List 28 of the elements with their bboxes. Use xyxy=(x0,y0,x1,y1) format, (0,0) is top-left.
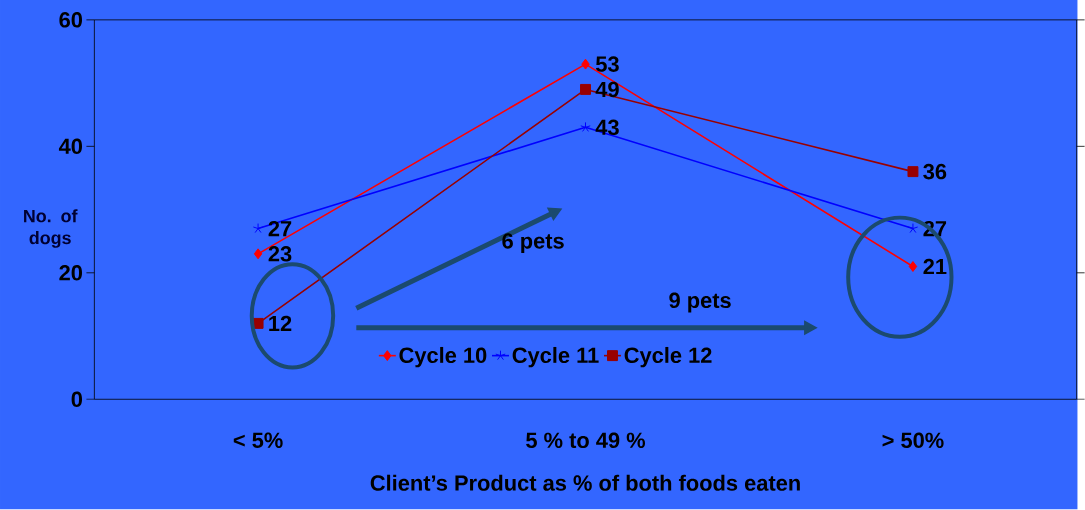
data-label: 49 xyxy=(595,81,619,98)
annotation: 6 pets xyxy=(502,233,564,254)
x-axis-title: Client’s Product as % of both foods eaten xyxy=(370,474,800,492)
point xyxy=(908,261,918,273)
legend-label: Cycle 11 xyxy=(512,347,599,368)
point xyxy=(580,122,591,133)
legend-label: Cycle 12 xyxy=(624,347,712,368)
legend-label: Cycle 10 xyxy=(399,347,487,368)
y-axis-title: No. of dogs xyxy=(24,209,78,249)
point xyxy=(581,58,590,70)
x-tick-label: > 50% xyxy=(882,432,944,449)
data-label: 21 xyxy=(923,259,947,275)
data-label: 36 xyxy=(923,164,947,180)
x-tick-label: < 5% xyxy=(233,432,283,449)
y-tick-label: 20 xyxy=(59,265,83,281)
point xyxy=(907,166,919,178)
data-label: 53 xyxy=(595,56,619,73)
data-label: 43 xyxy=(595,119,619,136)
data-label: 23 xyxy=(268,246,292,262)
data-label: 27 xyxy=(268,221,292,237)
data-label: 12 xyxy=(269,315,292,332)
annotation: 9 pets xyxy=(669,292,731,313)
point xyxy=(580,84,591,96)
y-tick-label: 60 xyxy=(59,12,83,28)
point xyxy=(253,248,263,260)
y-tick-label: 0 xyxy=(71,391,83,408)
y-tick-label: 40 xyxy=(58,138,83,155)
x-tick-label: 5 % to 49 % xyxy=(526,432,646,449)
